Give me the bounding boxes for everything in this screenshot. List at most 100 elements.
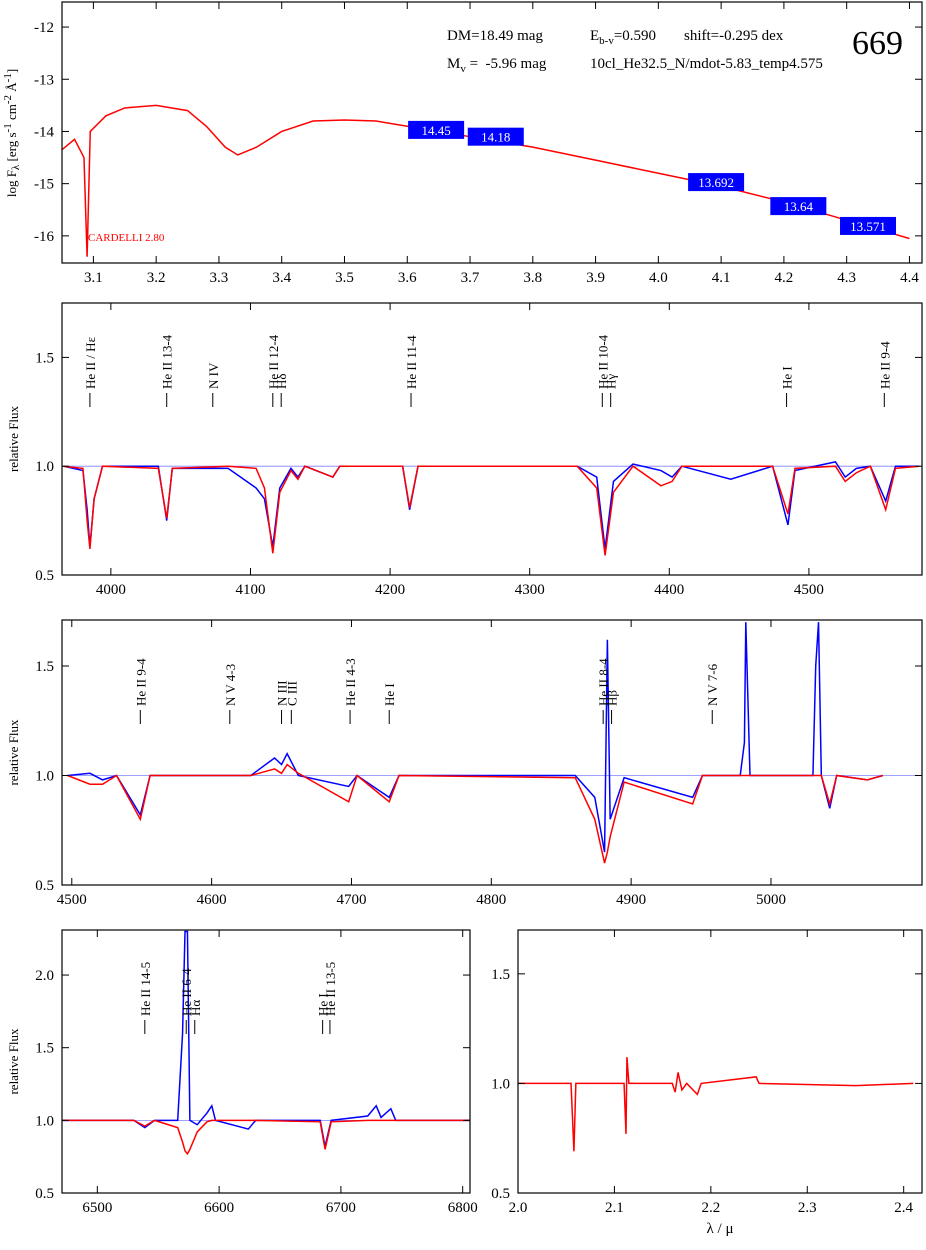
y-tick-label: -12 <box>34 20 54 36</box>
line-id-label: N V 7-6 <box>705 663 720 706</box>
label-part: [erg s <box>4 132 19 164</box>
x-tick-label: 3.1 <box>84 270 103 286</box>
line-id-label: He II 12-4 <box>266 334 281 389</box>
chart-title: 669 <box>852 25 903 62</box>
y-tick-label: 1.5 <box>35 1041 54 1057</box>
spectrum-line <box>63 461 920 549</box>
x-tick-label: 6700 <box>326 1200 356 1216</box>
x-tick-label: 4200 <box>375 582 405 598</box>
line-id-label: C III <box>284 681 299 706</box>
y-tick-label: 1.0 <box>35 459 54 475</box>
photometry-box <box>688 173 745 192</box>
photometry-box <box>840 216 897 235</box>
label-part: -1 <box>2 73 14 82</box>
spectrum-line <box>63 465 920 556</box>
photometry-label: 13.692 <box>698 175 734 190</box>
plot-frame <box>61 302 923 576</box>
line-id-label: He II 13-4 <box>160 334 175 389</box>
y-tick-label: 0.5 <box>35 568 54 584</box>
x-tick-label: 4000 <box>96 582 126 598</box>
label-part: -1 <box>2 123 14 132</box>
y-tick-label: 1.5 <box>35 659 54 675</box>
x-tick-label: 6800 <box>448 1200 478 1216</box>
annotation-part: v <box>460 63 466 75</box>
x-tick-label: 4.4 <box>900 270 919 286</box>
x-tick-label: 4.1 <box>712 270 731 286</box>
photometry-box <box>467 127 524 146</box>
label-part: Å <box>4 82 19 95</box>
x-tick-label: 2.0 <box>509 1200 528 1216</box>
label-part: log F <box>4 170 19 197</box>
x-tick-label: 4.3 <box>837 270 856 286</box>
annotation-part: M <box>447 56 460 72</box>
y-tick-label: -13 <box>34 72 54 88</box>
y-tick-label: 1.5 <box>35 350 54 366</box>
spectrum-line <box>62 930 470 1147</box>
x-tick-label: 4800 <box>476 892 506 908</box>
x-tick-label: 4500 <box>794 582 824 598</box>
line-id-label: He II 14-5 <box>138 962 153 1016</box>
y-tick-label: 1.5 <box>491 967 510 983</box>
line-id-label: Hα <box>188 1000 203 1016</box>
y-axis-label: relative Flux <box>6 719 21 786</box>
photometry-box <box>408 120 465 139</box>
x-tick-label: 5000 <box>756 892 786 908</box>
line-id-label: He II / Hε <box>83 336 98 389</box>
label-part: λ <box>10 164 22 170</box>
x-tick-label: 3.9 <box>586 270 605 286</box>
y-tick-label: 0.5 <box>491 1186 510 1202</box>
line-id-label: He II 4-3 <box>343 658 358 706</box>
x-tick-label: 3.3 <box>210 270 229 286</box>
annotation: DM=18.49 mag <box>447 28 543 44</box>
line-id-label: He I <box>780 366 795 389</box>
label-part: -2 <box>2 95 14 104</box>
x-tick-label: 3.6 <box>398 270 417 286</box>
y-tick-label: 1.0 <box>491 1076 510 1092</box>
x-tick-label: 2.3 <box>798 1200 817 1216</box>
x-tick-label: 4700 <box>336 892 366 908</box>
spectrum-line <box>518 1057 914 1152</box>
annotation: Eb-v=0.590 <box>590 28 656 47</box>
annotation-part: b-v <box>599 35 614 47</box>
x-tick-label: 4.2 <box>775 270 794 286</box>
y-axis-label: log Fλ [erg s-1 cm-2 Å-1] <box>2 69 22 197</box>
line-id-label: He II 11-4 <box>404 335 419 389</box>
x-tick-label: 4900 <box>616 892 646 908</box>
x-tick-label: 3.4 <box>272 270 291 286</box>
annotation-part: E <box>590 28 599 44</box>
x-tick-label: 3.8 <box>523 270 542 286</box>
x-tick-label: 3.2 <box>147 270 166 286</box>
plot-frame <box>61 619 923 886</box>
line-id-label: He I <box>316 993 331 1016</box>
spectrum-line <box>62 1119 470 1156</box>
plot-frame <box>61 929 471 1194</box>
x-tick-label: 4300 <box>515 582 545 598</box>
line-id-label: He II 9-4 <box>133 658 148 706</box>
photometry-label: 14.18 <box>481 130 510 145</box>
y-tick-label: 1.0 <box>35 1113 54 1129</box>
line-id-label: He II 10-4 <box>595 334 610 389</box>
line-id-label: Hδ <box>274 373 289 389</box>
x-tick-label: 2.2 <box>701 1200 720 1216</box>
y-axis-label: relative Flux <box>6 405 21 472</box>
y-tick-label: -14 <box>34 124 54 140</box>
y-tick-label: -16 <box>34 229 54 245</box>
x-tick-label: 4100 <box>235 582 265 598</box>
annotation: 10cl_He32.5_N/mdot-5.83_temp4.575 <box>590 56 823 72</box>
x-tick-label: 4500 <box>57 892 87 908</box>
line-id-label: He II 13-5 <box>323 962 338 1016</box>
annotation: shift=-0.295 dex <box>684 28 784 44</box>
plot-frame <box>517 929 923 1194</box>
spectrum-line <box>67 763 884 864</box>
y-tick-label: 1.0 <box>35 768 54 784</box>
photometry-label: 13.571 <box>850 219 886 234</box>
line-id-label: He I <box>382 683 397 706</box>
line-id-label: He II 8-4 <box>596 658 611 706</box>
line-id-label: He II 6-4 <box>179 968 194 1016</box>
label-part: cm <box>4 104 19 123</box>
x-tick-label: 3.7 <box>461 270 480 286</box>
label-part: ] <box>4 69 19 73</box>
annotation: CARDELLI 2.80 <box>88 232 165 244</box>
photometry-label: 14.45 <box>422 123 451 138</box>
